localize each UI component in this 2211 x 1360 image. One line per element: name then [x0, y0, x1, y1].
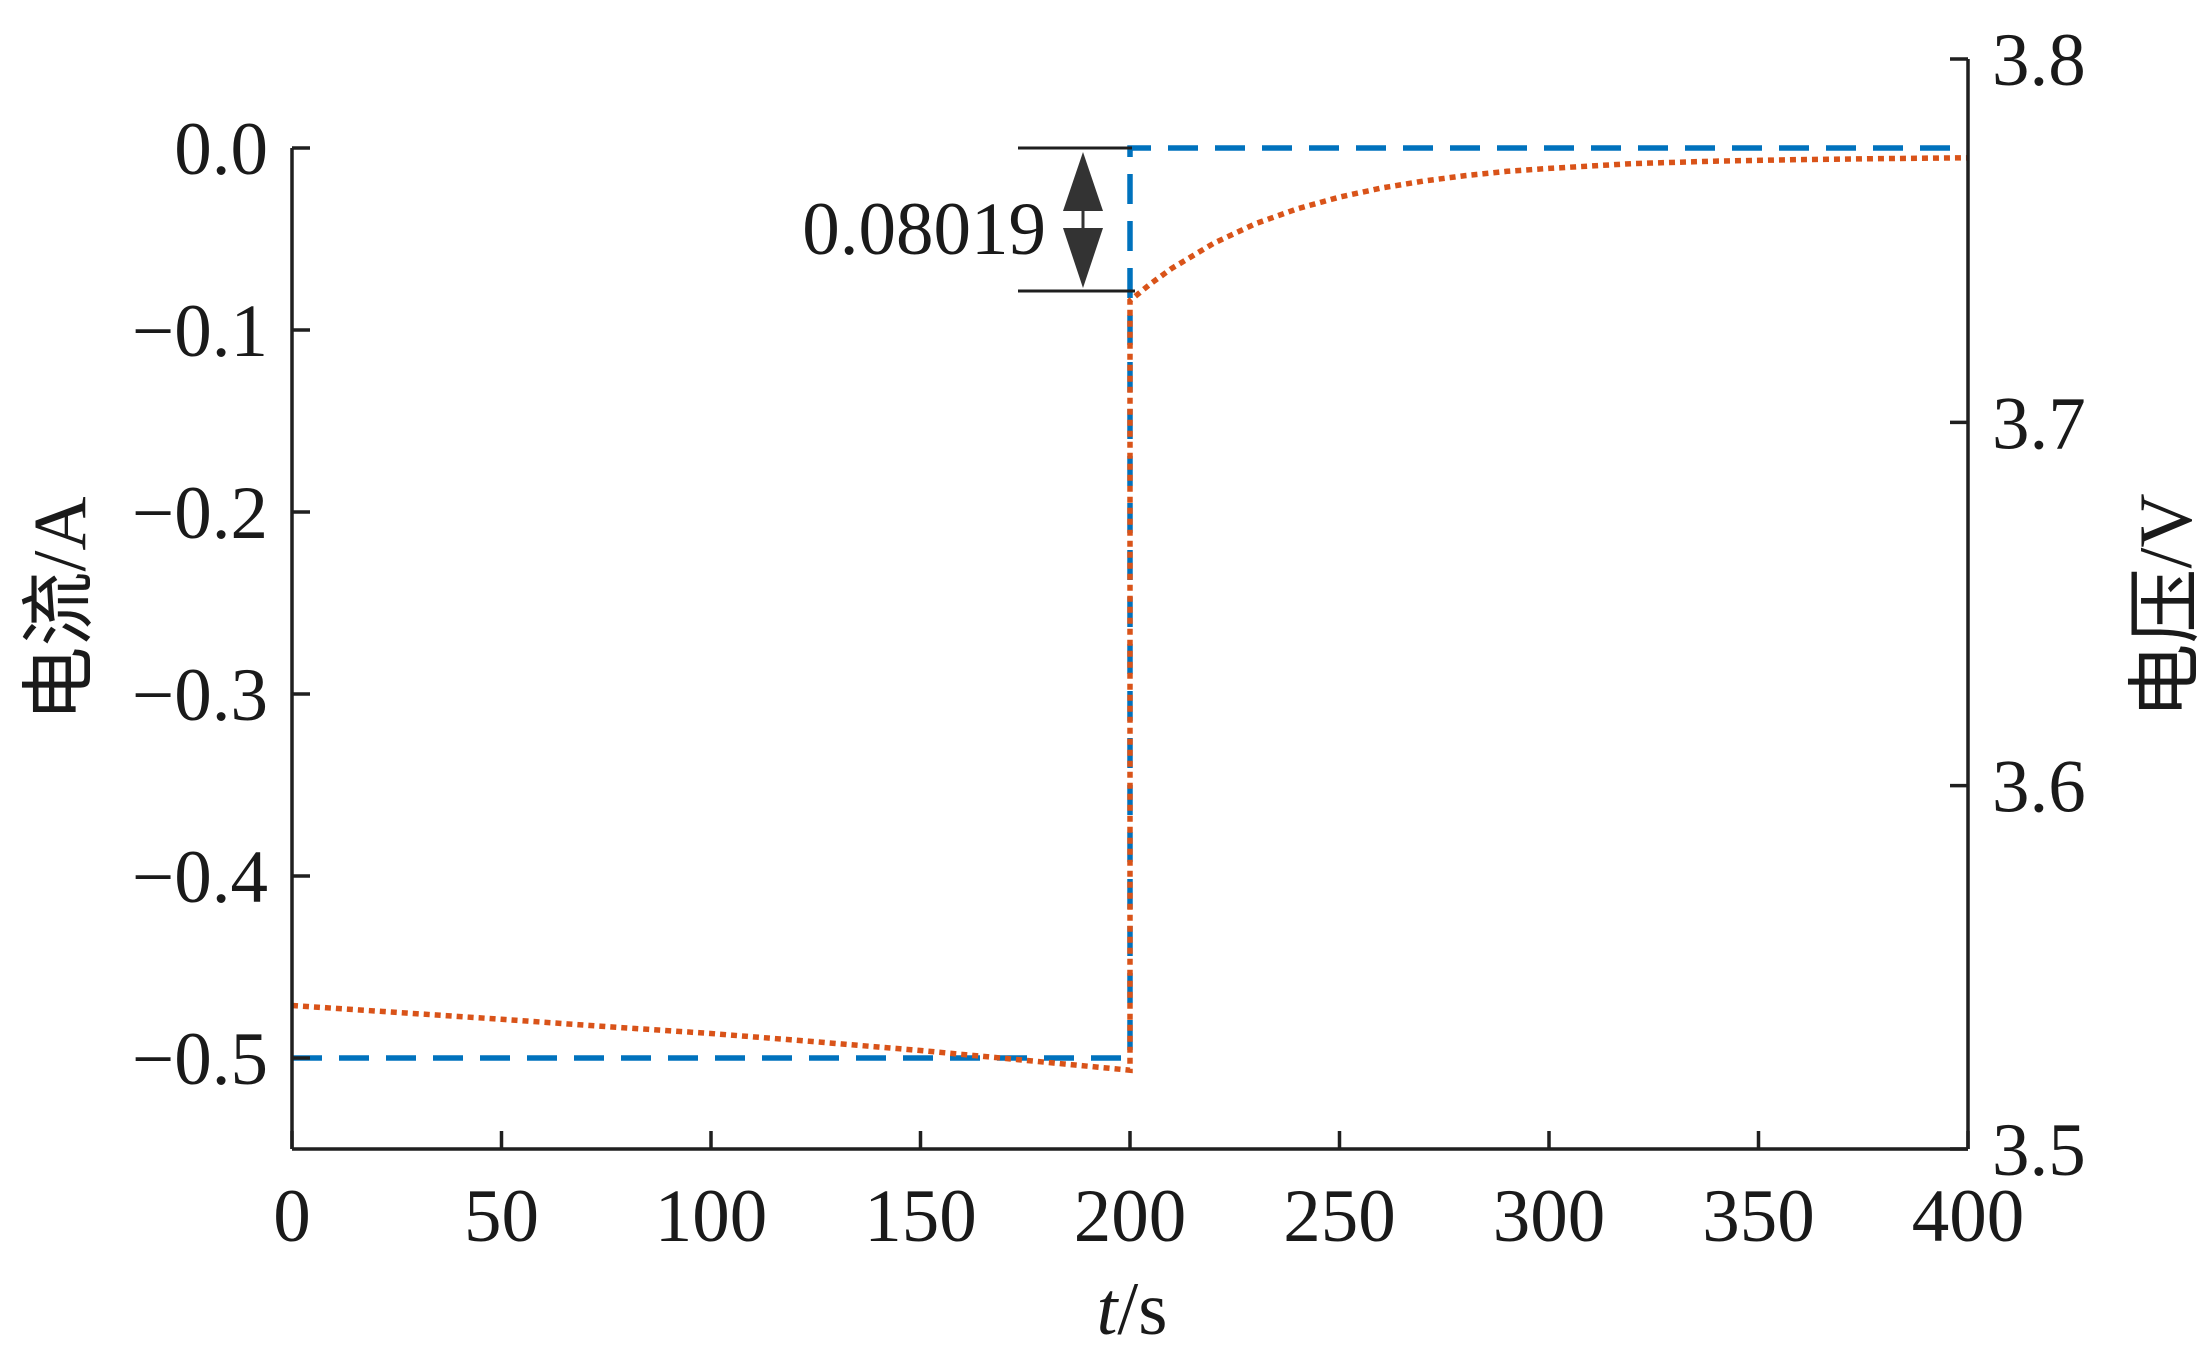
left-y-tick-label: −0.2 [132, 472, 268, 555]
right-y-tick-label: 3.7 [1992, 382, 2086, 465]
series-layer [291, 145, 1969, 1074]
left-y-axis-label: 电流/A [19, 496, 102, 721]
right-y-tick-label: 3.6 [1992, 746, 2086, 829]
right-y-tick-label: 3.8 [1992, 19, 2086, 102]
x-tick-label: 250 [1283, 1175, 1396, 1258]
left-y-tick-label: −0.1 [132, 290, 268, 373]
annotation-arrow-up-icon [1063, 152, 1103, 211]
ticks-layer: 0 50 100 150 200 250 300 350 400 0.0 −0.1 −0.2 −0.3 −… [132, 19, 2086, 1258]
left-y-tick-label: −0.4 [132, 836, 268, 919]
annotation-label: 0.08019 [802, 188, 1046, 271]
x-axis-label-variable: t [1097, 1268, 1120, 1351]
axis-labels: 电流/A 电压/V t/s [19, 493, 2208, 1351]
left-y-tick-label: −0.5 [132, 1018, 268, 1101]
x-tick-label: 50 [464, 1175, 539, 1258]
x-tick-label: 200 [1074, 1175, 1187, 1258]
voltage-series-line [291, 155, 1969, 1074]
x-tick-label: 150 [864, 1175, 977, 1258]
right-y-tick-label: 3.5 [1992, 1109, 2086, 1192]
annotation: 0.08019 [802, 146, 1135, 293]
x-axis-label-unit: /s [1117, 1268, 1167, 1351]
x-tick-label: 0 [273, 1175, 311, 1258]
x-axis-label: t/s [1097, 1268, 1168, 1351]
annotation-arrow-down-icon [1063, 228, 1103, 288]
left-y-tick-label: 0.0 [174, 108, 268, 191]
x-tick-label: 100 [655, 1175, 768, 1258]
left-y-tick-label: −0.3 [132, 654, 268, 737]
x-tick-label: 400 [1912, 1175, 2025, 1258]
x-tick-label: 350 [1702, 1175, 1815, 1258]
current-series-line [292, 145, 1968, 1061]
right-y-axis-label: 电压/V [2125, 493, 2208, 718]
x-tick-label: 300 [1493, 1175, 1606, 1258]
